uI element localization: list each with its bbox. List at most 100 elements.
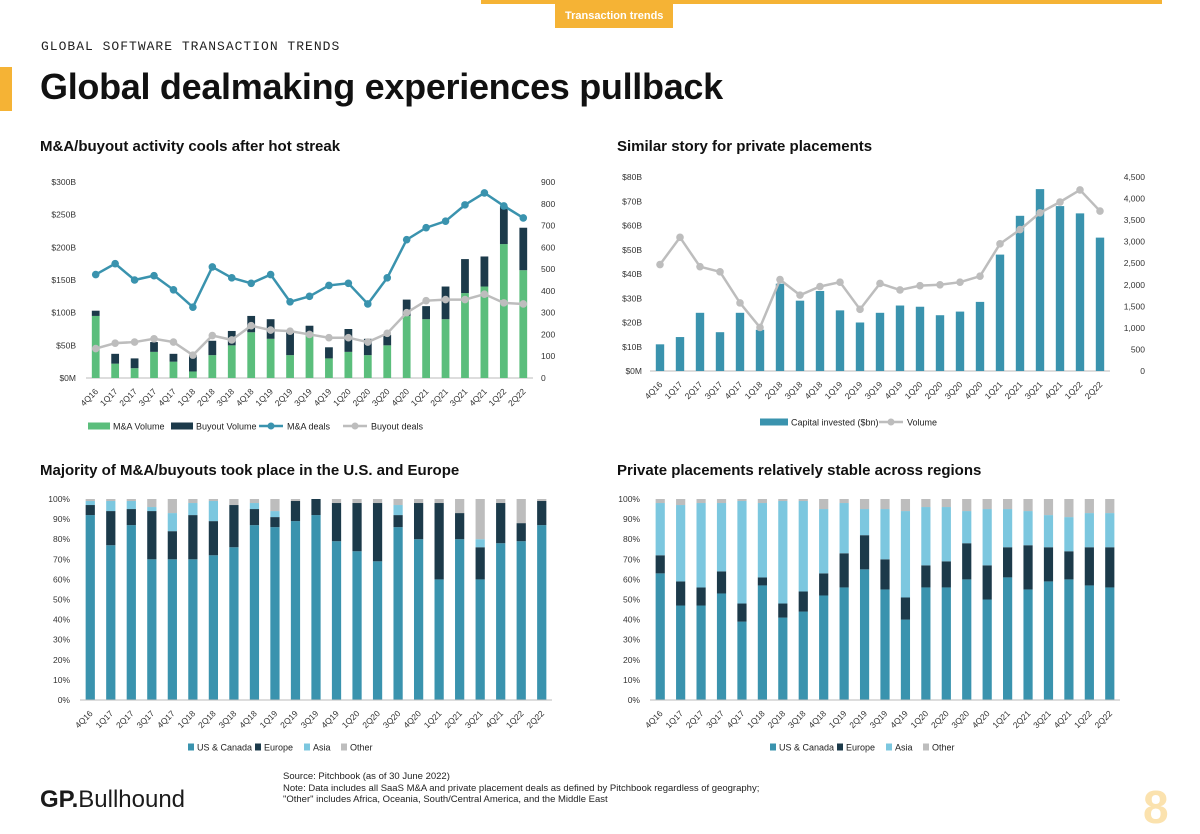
mareg-x-tick-label: 1Q22	[504, 708, 526, 730]
ma-volume-bar	[305, 332, 314, 378]
note-line-2: "Other" includes Africa, Oceania, South/…	[283, 794, 608, 805]
ma-deals-point	[364, 300, 372, 308]
pp-y-left-tick-label: $20B	[622, 318, 642, 328]
buyout-deals-point	[344, 333, 353, 342]
ma-volume-bar	[344, 351, 353, 378]
buyout-deals-point	[519, 300, 528, 308]
ma-y-left-tick-label: $150B	[51, 275, 76, 285]
ma-buyout-activity-chart: $0M $50B $100B $150B $200B $250B $300B 0 100 200 3…	[51, 177, 555, 432]
pp-x-tick-label: 4Q19	[883, 379, 905, 401]
mareg-legend-swatch	[255, 743, 261, 751]
buyout-deals-point	[500, 299, 508, 307]
chart-title-mareg: Majority of M&A/buyouts took place in th…	[40, 462, 460, 479]
ma-deals-point	[422, 223, 430, 232]
ma-deals-point	[461, 201, 469, 209]
ppreg-us-canada-segment	[696, 605, 706, 700]
mareg-x-tick-label: 1Q20	[340, 708, 362, 730]
ppreg-x-tick-label: 1Q22	[1072, 708, 1094, 730]
ppreg-x-tick-label: 1Q18	[745, 708, 767, 730]
ma-volume-bar	[402, 315, 411, 378]
ppreg-europe-segment	[1003, 547, 1013, 578]
buyout-volume-bar	[325, 347, 333, 359]
ppreg-other-segment	[1084, 499, 1094, 514]
mareg-europe-segment	[229, 505, 239, 548]
ppreg-us-canada-segment	[1023, 589, 1033, 700]
ma-deals-point	[247, 279, 255, 288]
mareg-y-tick-label: 40%	[53, 615, 70, 625]
pp-y-left-tick-label: $0M	[625, 366, 642, 376]
mareg-other-segment	[106, 499, 116, 502]
volume-point	[736, 299, 744, 307]
ma-volume-bar	[480, 286, 489, 378]
ma-volume-bar	[227, 345, 236, 378]
mareg-asia-segment	[106, 501, 116, 512]
ppreg-other-segment	[655, 499, 665, 504]
mareg-us-canada-segment	[167, 559, 177, 700]
ma-x-tick-label: 2Q17	[117, 386, 139, 408]
mareg-y-tick-label: 0%	[58, 695, 71, 705]
ppreg-y-tick-label: 60%	[623, 574, 640, 584]
page-number: 8	[1143, 781, 1169, 833]
ppreg-other-segment	[716, 499, 727, 504]
ppreg-y-tick-label: 90%	[623, 514, 640, 524]
ma-y-right-tick-label: 400	[541, 286, 555, 296]
ppreg-y-tick-label: 20%	[623, 655, 640, 665]
ppreg-asia-segment	[676, 505, 686, 582]
private-placements-chart: $0M $10B $20B $30B $40B $50B $60B $70B $80B 0 500 1…	[622, 172, 1145, 428]
ma-y-right-tick-label: 800	[541, 199, 555, 209]
ma-deals-point	[286, 297, 294, 306]
ppreg-other-segment	[1003, 499, 1013, 510]
mareg-us-canada-segment	[352, 551, 362, 700]
ma-volume-bar	[247, 332, 256, 378]
mareg-us-canada-segment	[290, 521, 301, 700]
volume-point	[876, 279, 884, 288]
ppreg-x-tick-label: 1Q17	[663, 708, 685, 730]
ppreg-y-tick-label: 50%	[623, 595, 640, 605]
pp-x-tick-label: 4Q21	[1043, 379, 1065, 401]
mareg-us-canada-segment	[413, 539, 424, 700]
ppreg-us-canada-segment	[839, 587, 849, 700]
buyout-deals-point	[383, 329, 392, 338]
ma-deals-point	[383, 274, 392, 282]
ma-x-tick-label: 4Q20	[389, 386, 411, 408]
ppreg-x-tick-label: 4Q18	[806, 708, 828, 730]
ma-deals-point	[150, 271, 158, 280]
mareg-us-canada-segment	[393, 527, 403, 700]
ma-y-right-tick-label: 900	[541, 177, 555, 187]
ppreg-x-tick-label: 4Q17	[725, 708, 747, 730]
mareg-x-tick-label: 3Q19	[299, 708, 321, 730]
ma-x-tick-label: 4Q17	[156, 386, 178, 408]
ppreg-europe-segment	[1105, 547, 1115, 588]
volume-point	[696, 262, 704, 271]
ppreg-asia-segment	[1105, 513, 1115, 548]
capital-invested-bar	[1035, 189, 1045, 371]
ppreg-other-segment	[819, 499, 829, 510]
ppreg-legend-label: US & Canada	[779, 743, 834, 753]
ppreg-other-segment	[676, 499, 686, 506]
mareg-asia-segment	[85, 501, 95, 506]
ppreg-europe-segment	[982, 565, 992, 600]
mareg-europe-segment	[496, 503, 506, 544]
mareg-other-segment	[85, 499, 95, 502]
ppreg-other-segment	[900, 499, 911, 512]
mareg-other-segment	[372, 499, 383, 504]
mareg-asia-segment	[393, 505, 403, 516]
capital-invested-bar	[1095, 237, 1105, 371]
ppreg-us-canada-segment	[1043, 581, 1054, 700]
ppreg-legend-swatch	[837, 743, 843, 751]
ma-x-tick-label: 4Q18	[234, 386, 256, 408]
ma-deals-point	[266, 270, 275, 279]
mareg-x-tick-label: 4Q21	[483, 708, 505, 730]
capital-invested-bar	[1075, 213, 1085, 371]
volume-point	[656, 260, 664, 269]
capital-invested-bar	[675, 337, 685, 371]
ma-deals-point	[305, 292, 314, 301]
section-tag: Transaction trends	[555, 4, 674, 28]
mareg-europe-segment	[393, 515, 403, 528]
ma-volume-bar	[169, 361, 178, 378]
eyebrow-text: GLOBAL SOFTWARE TRANSACTION TRENDS	[41, 39, 341, 54]
ppreg-europe-segment	[757, 577, 767, 586]
mareg-us-canada-segment	[311, 515, 321, 700]
buyout-deals-point	[461, 295, 469, 304]
ppreg-other-segment	[1043, 499, 1054, 516]
